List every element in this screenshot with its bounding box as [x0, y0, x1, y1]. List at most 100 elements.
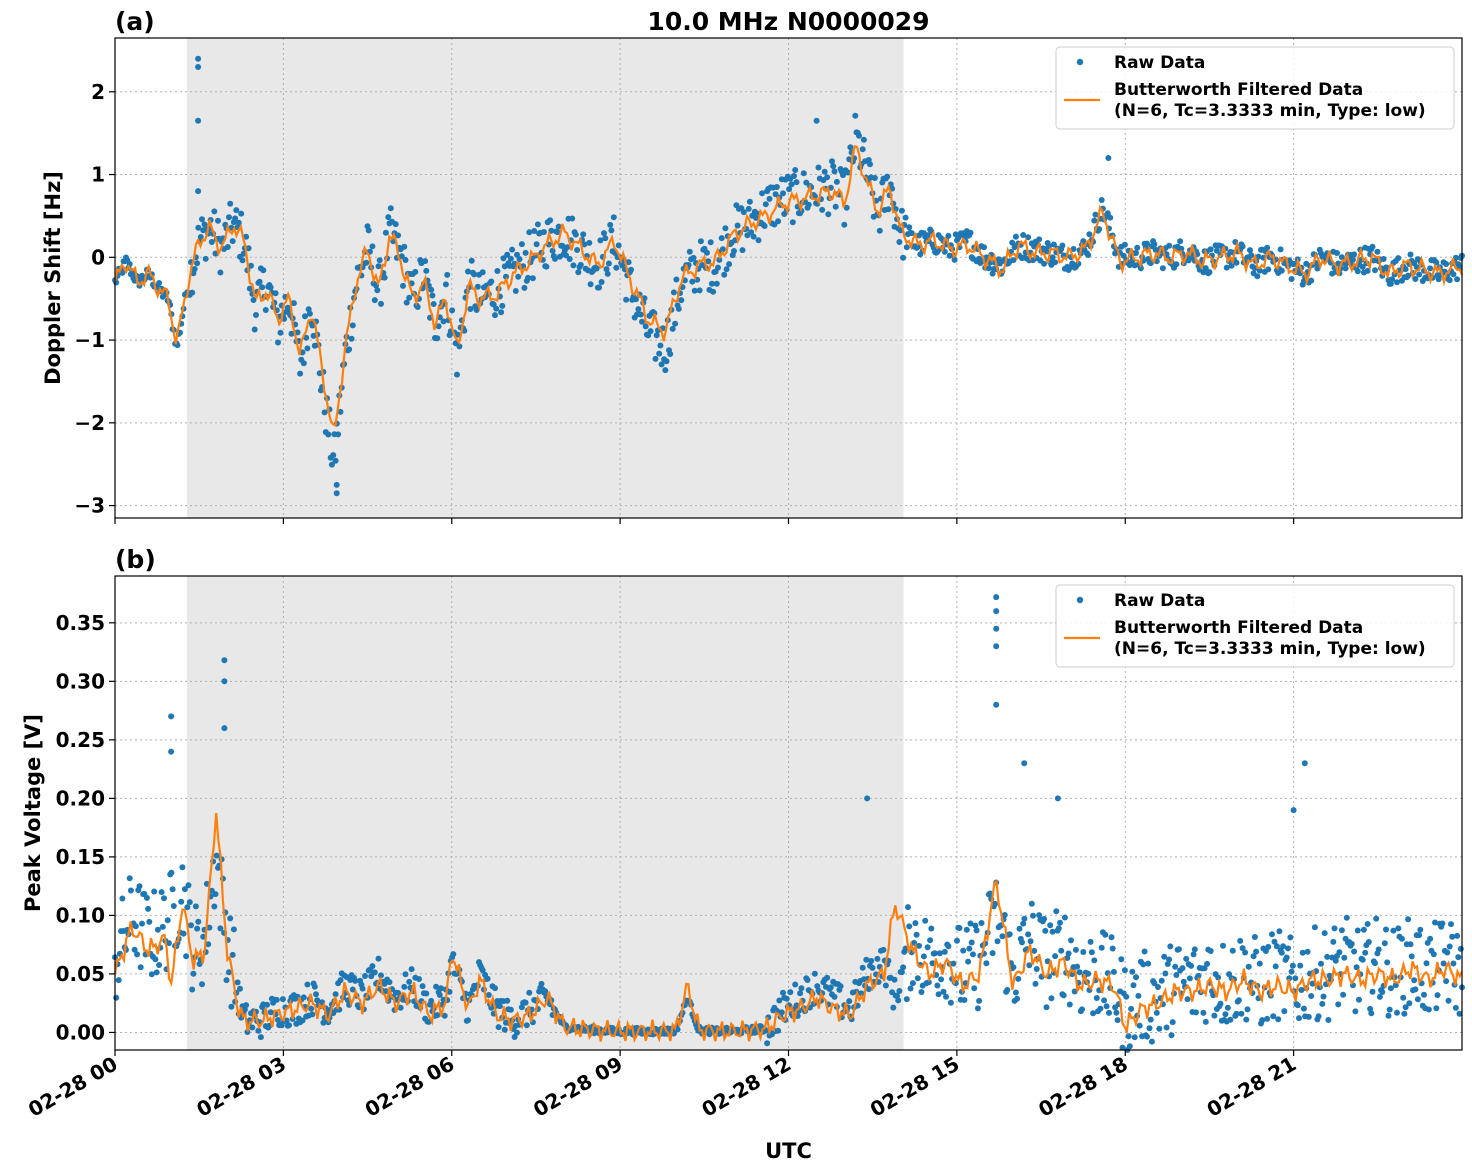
- raw-data-point: [1126, 1043, 1133, 1050]
- raw-data-point: [465, 1017, 471, 1024]
- raw-data-point: [1338, 927, 1345, 934]
- raw-data-point: [221, 725, 228, 732]
- raw-data-point: [1454, 932, 1461, 939]
- raw-data-point: [896, 239, 903, 245]
- raw-data-point: [1253, 948, 1260, 955]
- raw-data-point: [1215, 974, 1222, 981]
- raw-data-point: [1277, 246, 1284, 253]
- raw-data-point: [1146, 1025, 1153, 1032]
- raw-data-point: [1407, 251, 1414, 258]
- raw-data-point: [522, 249, 529, 256]
- raw-data-point: [581, 241, 588, 248]
- raw-data-point: [1054, 795, 1061, 802]
- raw-data-point: [613, 264, 620, 271]
- raw-data-point: [739, 247, 746, 254]
- raw-data-point: [992, 900, 998, 907]
- raw-data-point: [406, 294, 413, 301]
- raw-data-point: [1305, 1013, 1312, 1020]
- raw-data-point: [468, 257, 475, 264]
- raw-data-point: [1180, 978, 1187, 985]
- raw-data-point: [1177, 238, 1184, 245]
- raw-data-point: [1113, 1009, 1120, 1016]
- raw-data-point: [1220, 942, 1226, 949]
- raw-data-point: [529, 275, 536, 282]
- raw-data-point: [852, 112, 859, 119]
- raw-data-point: [382, 229, 389, 236]
- raw-data-point: [226, 214, 232, 221]
- raw-data-point: [615, 242, 622, 249]
- raw-data-point: [623, 296, 630, 303]
- x-tick-label: 02-28 12: [697, 1052, 795, 1122]
- raw-data-point: [1315, 1013, 1322, 1020]
- raw-data-point: [1364, 267, 1371, 274]
- raw-data-point: [811, 970, 818, 977]
- raw-data-point: [440, 318, 447, 325]
- raw-data-point: [1423, 960, 1430, 967]
- raw-data-point: [602, 235, 609, 242]
- raw-data-point: [1264, 244, 1271, 251]
- raw-data-point: [479, 269, 486, 276]
- raw-data-point: [715, 264, 721, 271]
- raw-data-point: [686, 248, 693, 255]
- raw-data-point: [1184, 996, 1191, 1003]
- panel-label: (a): [115, 7, 155, 36]
- raw-data-point: [783, 995, 790, 1002]
- raw-data-point: [734, 222, 741, 229]
- raw-data-point: [691, 287, 698, 294]
- raw-data-point: [552, 255, 558, 262]
- raw-data-point: [201, 221, 208, 228]
- raw-data-point: [371, 969, 378, 976]
- raw-data-point: [708, 280, 715, 287]
- raw-data-point: [1309, 980, 1316, 987]
- raw-data-point: [1405, 272, 1412, 279]
- raw-data-point: [1068, 937, 1074, 944]
- raw-data-point: [1030, 912, 1036, 919]
- legend-label-raw: Raw Data: [1114, 53, 1205, 73]
- raw-data-point: [1227, 1016, 1234, 1023]
- raw-data-point: [401, 243, 408, 250]
- raw-data-point: [831, 993, 838, 1000]
- raw-data-point: [1338, 254, 1345, 261]
- raw-data-point: [1256, 267, 1263, 274]
- raw-data-point: [1353, 964, 1360, 971]
- raw-data-point: [1398, 935, 1405, 942]
- raw-data-point: [246, 285, 253, 292]
- raw-data-point: [465, 268, 471, 275]
- raw-data-point: [1450, 271, 1457, 278]
- raw-data-point: [1087, 938, 1094, 945]
- raw-data-point: [1270, 1013, 1277, 1020]
- raw-data-point: [601, 230, 607, 237]
- raw-data-point: [1320, 993, 1327, 1000]
- raw-data-point: [580, 231, 587, 238]
- raw-data-point: [1373, 915, 1380, 922]
- raw-data-point: [145, 905, 152, 912]
- raw-data-point: [669, 325, 676, 332]
- raw-data-point: [827, 984, 834, 991]
- raw-data-point: [1001, 912, 1008, 918]
- raw-data-point: [1281, 1008, 1288, 1015]
- raw-data-point: [971, 985, 978, 992]
- raw-data-point: [397, 1004, 404, 1011]
- raw-data-point: [1239, 945, 1246, 952]
- raw-data-point: [414, 304, 421, 310]
- raw-data-point: [1242, 949, 1249, 956]
- legend-box: [1055, 584, 1455, 668]
- raw-data-point: [325, 431, 332, 438]
- raw-data-point: [994, 938, 1001, 945]
- raw-data-point: [605, 260, 612, 267]
- raw-data-point: [1156, 1025, 1163, 1032]
- raw-data-point: [221, 657, 228, 664]
- raw-data-point: [1223, 264, 1230, 271]
- legend-box: [1055, 46, 1455, 130]
- raw-data-point: [169, 886, 176, 893]
- raw-data-point: [511, 1034, 518, 1040]
- raw-data-point: [1407, 941, 1414, 948]
- raw-data-point: [787, 989, 794, 996]
- raw-data-point: [153, 969, 160, 976]
- raw-data-point: [1222, 1011, 1229, 1018]
- raw-data-point: [840, 172, 846, 179]
- raw-data-point: [189, 289, 196, 296]
- raw-data-point: [1335, 1001, 1342, 1008]
- legend-label-filtered: Butterworth Filtered Data (N=6, Tc=3.333…: [1114, 80, 1426, 121]
- raw-data-point: [548, 227, 555, 234]
